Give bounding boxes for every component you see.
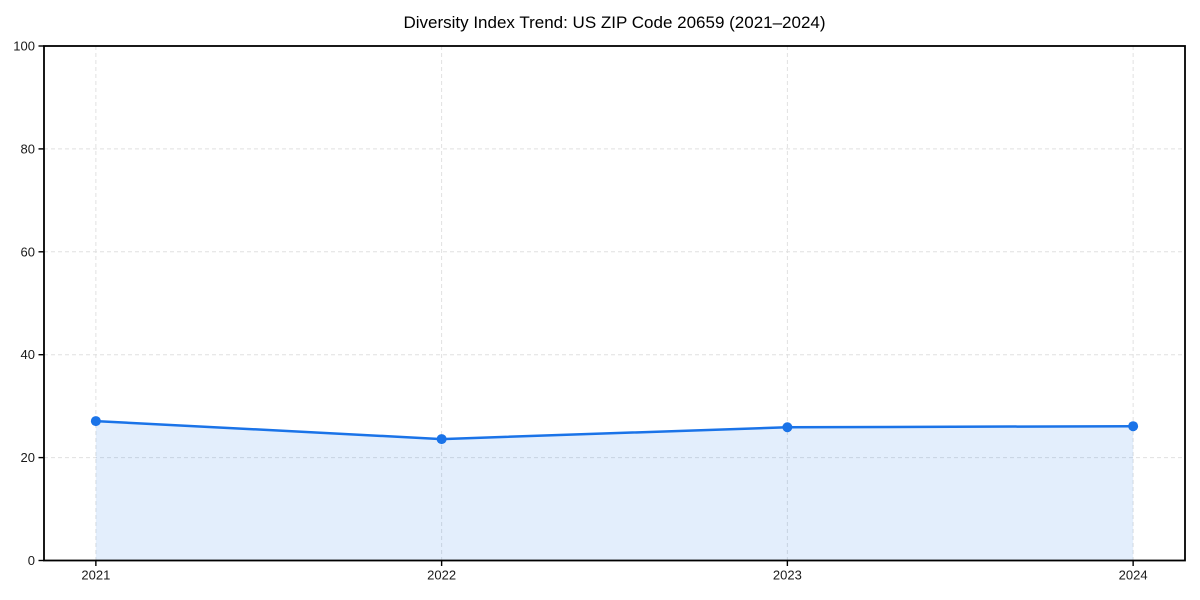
x-tick-label: 2023 bbox=[773, 568, 802, 583]
data-point-2022 bbox=[436, 434, 447, 445]
x-tick-label: 2022 bbox=[427, 568, 456, 583]
y-tick-label: 100 bbox=[13, 39, 35, 54]
area-fill bbox=[95, 421, 1134, 561]
data-point-2024 bbox=[1128, 421, 1139, 432]
y-tick-label: 80 bbox=[21, 141, 35, 156]
data-point-2021 bbox=[90, 416, 101, 427]
chart-title: Diversity Index Trend: US ZIP Code 20659… bbox=[403, 13, 826, 32]
data-point-2023 bbox=[782, 422, 793, 433]
y-tick-label: 0 bbox=[28, 553, 35, 568]
x-tick-label: 2024 bbox=[1119, 568, 1148, 583]
y-tick-label: 20 bbox=[21, 450, 35, 465]
trend-line bbox=[94, 419, 1135, 441]
x-tick-label: 2021 bbox=[81, 568, 110, 583]
plot-border bbox=[43, 45, 1186, 562]
y-tick-label: 40 bbox=[21, 347, 35, 362]
y-tick-label: 60 bbox=[21, 244, 35, 259]
